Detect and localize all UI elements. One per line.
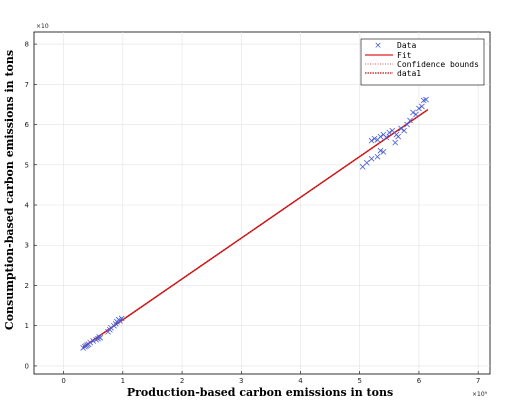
data-point-stroke: [393, 131, 400, 138]
legend-label-data1: data1: [397, 69, 421, 78]
x-tick-label: 0: [61, 377, 65, 385]
x-multiplier-label: ×10⁹: [472, 391, 488, 398]
data-point-stroke: [363, 159, 370, 166]
data-point-marker: [377, 147, 384, 154]
data-point-marker: [118, 315, 125, 322]
data-point-stroke: [368, 137, 375, 144]
data-point-marker: [368, 155, 375, 162]
data-point-marker: [377, 133, 384, 140]
data-point-marker: [407, 117, 413, 124]
data-point-stroke: [97, 334, 104, 341]
data-point-stroke: [380, 131, 387, 138]
data-point-marker: [410, 109, 416, 116]
data-point-stroke: [404, 121, 410, 128]
grid: [34, 32, 490, 374]
data-point-marker: [401, 127, 408, 134]
y-tick-label: 4: [25, 202, 30, 210]
legend-label-data: Data: [397, 41, 416, 50]
data-point-marker: [404, 121, 410, 128]
x-tick-label: 6: [417, 377, 422, 385]
data-point-stroke: [401, 127, 408, 134]
data-point-marker: [392, 139, 399, 146]
data-point-marker: [393, 131, 400, 138]
x-tick-label: 7: [476, 377, 480, 385]
data-point-marker: [398, 125, 405, 132]
data-point-stroke: [410, 109, 416, 116]
x-axis-title: Production-based carbon emissions in ton…: [127, 386, 393, 399]
data-point-marker: [419, 103, 425, 110]
y-tick-label: 5: [25, 161, 29, 169]
data-point-marker: [90, 338, 97, 344]
data-point-marker: [116, 318, 123, 324]
data-point-stroke: [392, 139, 399, 146]
data-point-stroke: [389, 127, 396, 134]
data-point-stroke: [377, 133, 384, 140]
data-point-marker: [368, 137, 375, 144]
data-point-marker: [108, 324, 114, 331]
y-tick-label: 8: [25, 41, 29, 49]
data-point-stroke: [380, 149, 387, 155]
data-point-marker: [363, 159, 370, 166]
y-tick-label: 3: [25, 242, 29, 250]
y-tick-label: 0: [25, 362, 29, 370]
data-point-marker: [87, 339, 94, 346]
x-tick-label: 1: [121, 377, 125, 385]
data-point-marker: [423, 96, 429, 103]
y-tick-label: 6: [25, 121, 30, 129]
data-point-stroke: [108, 324, 114, 331]
data-point-marker: [413, 111, 419, 118]
data-point-marker: [97, 334, 104, 341]
data-point-stroke: [419, 103, 425, 110]
x-tick-label: 2: [180, 377, 184, 385]
data-point-stroke: [423, 96, 429, 103]
data-point-stroke: [413, 111, 419, 118]
data-point-marker: [380, 149, 387, 155]
legend-label-fit: Fit: [397, 51, 412, 60]
legend: × Data Fit Confidence bounds data1: [360, 38, 485, 86]
data-point-stroke: [90, 338, 97, 344]
y-axis-title: Consumption-based carbon emissions in to…: [3, 50, 16, 330]
legend-box: [360, 38, 485, 86]
data-point-stroke: [118, 315, 125, 322]
y-tick-label: 1: [25, 322, 29, 330]
x-tick-label: 4: [298, 377, 303, 385]
fit-lines: [82, 109, 429, 348]
data-point-marker: [371, 135, 378, 142]
y-multiplier-label: ×10: [36, 23, 49, 30]
data-point-marker: [383, 134, 390, 141]
legend-label-bounds: Confidence bounds: [397, 60, 479, 69]
y-tick-label: 7: [25, 81, 29, 89]
data1-line: [82, 109, 429, 348]
data-point-stroke: [398, 125, 405, 132]
ticks: 0 1 2 3 4 5 6 7 0 1 2 3 4 5 6 7 8: [25, 41, 481, 385]
data-point-stroke: [368, 155, 375, 162]
data-point-marker: [416, 105, 422, 112]
data-points: [80, 96, 429, 351]
legend-marker-data: ×: [374, 41, 382, 51]
x-tick-label: 5: [357, 377, 361, 385]
data-point-marker: [374, 153, 381, 160]
data-point-stroke: [407, 117, 413, 124]
y-tick-label: 2: [25, 282, 29, 290]
x-tick-label: 3: [239, 377, 243, 385]
data-point-stroke: [383, 134, 390, 141]
data-point-stroke: [386, 129, 393, 136]
data-point-stroke: [87, 339, 94, 346]
data-point-marker: [386, 129, 393, 136]
data-point-stroke: [416, 105, 422, 112]
data-point-stroke: [371, 135, 378, 142]
data-point-stroke: [116, 318, 123, 324]
data-point-stroke: [374, 153, 381, 160]
data-point-stroke: [377, 147, 384, 154]
plot-area: [33, 31, 491, 375]
